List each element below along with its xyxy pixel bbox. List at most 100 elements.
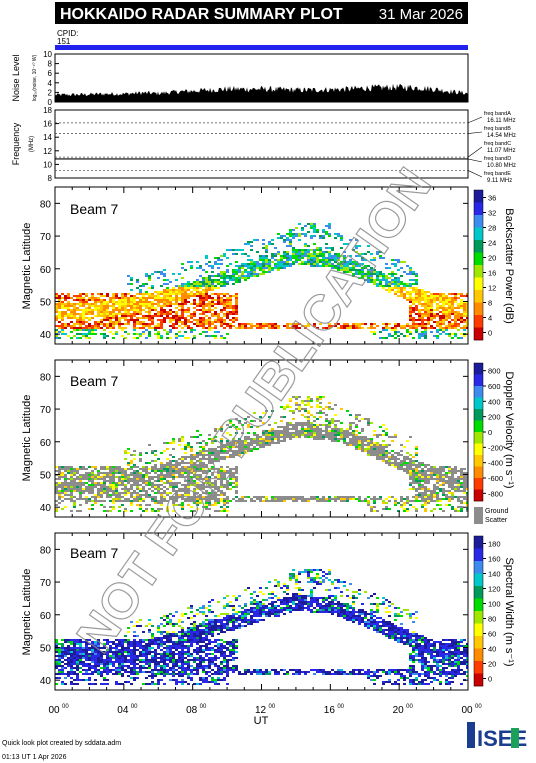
width-pixel	[100, 667, 103, 669]
power-pixel	[355, 245, 358, 247]
velocity-pixel	[337, 498, 340, 500]
power-pixel	[58, 303, 61, 305]
power-pixel	[202, 327, 205, 329]
power-pixel	[421, 335, 424, 337]
velocity-pixel	[169, 460, 172, 462]
power-pixel	[214, 279, 217, 281]
velocity-pixel	[226, 486, 229, 488]
velocity-pixel	[118, 482, 121, 484]
power-pixel	[421, 333, 424, 335]
velocity-pixel	[121, 496, 124, 498]
power-pixel	[166, 291, 169, 293]
power-pixel	[124, 327, 127, 329]
power-pixel	[217, 297, 220, 299]
width-pixel	[100, 659, 103, 661]
velocity-pixel	[220, 494, 223, 496]
velocity-pixel	[322, 498, 325, 500]
velocity-pixel	[424, 482, 427, 484]
velocity-pixel	[352, 432, 355, 434]
velocity-pixel	[58, 476, 61, 478]
velocity-pixel	[79, 484, 82, 486]
power-colorbar-segment	[474, 240, 483, 253]
velocity-pixel	[190, 454, 193, 456]
power-pixel	[226, 293, 229, 295]
velocity-pixel	[379, 496, 382, 498]
power-pixel	[196, 287, 199, 289]
velocity-pixel	[361, 448, 364, 450]
power-pixel	[250, 267, 253, 269]
velocity-pixel	[307, 498, 310, 500]
velocity-pixel	[199, 450, 202, 452]
velocity-pixel	[166, 448, 169, 450]
velocity-pixel	[346, 428, 349, 430]
power-pixel	[160, 335, 163, 337]
power-pixel	[289, 241, 292, 243]
velocity-pixel	[415, 454, 418, 456]
power-pixel	[211, 301, 214, 303]
velocity-pixel	[358, 498, 361, 500]
width-pixel	[94, 655, 97, 657]
velocity-pixel	[178, 482, 181, 484]
velocity-pixel	[121, 504, 124, 506]
power-pixel	[157, 271, 160, 273]
velocity-pixel	[418, 464, 421, 466]
velocity-pixel	[175, 486, 178, 488]
power-pixel	[325, 231, 328, 233]
width-pixel	[112, 641, 115, 643]
width-pixel	[76, 643, 79, 645]
power-pixel	[184, 285, 187, 287]
width-pixel	[73, 659, 76, 661]
power-pixel	[148, 315, 151, 317]
power-pixel	[208, 261, 211, 263]
power-pixel	[409, 327, 412, 329]
velocity-pixel	[379, 456, 382, 458]
power-pixel	[418, 309, 421, 311]
velocity-pixel	[430, 476, 433, 478]
power-pixel	[460, 295, 463, 297]
power-pixel	[127, 323, 130, 325]
power-pixel	[133, 319, 136, 321]
velocity-pixel	[304, 408, 307, 410]
velocity-pixel	[184, 492, 187, 494]
velocity-pixel	[325, 406, 328, 408]
power-pixel	[181, 309, 184, 311]
power-pixel	[76, 313, 79, 315]
velocity-pixel	[187, 444, 190, 446]
velocity-pixel	[406, 458, 409, 460]
velocity-pixel	[328, 496, 331, 498]
velocity-pixel	[418, 474, 421, 476]
velocity-pixel	[97, 496, 100, 498]
power-pixel	[409, 331, 412, 333]
velocity-pixel	[223, 448, 226, 450]
velocity-pixel	[157, 484, 160, 486]
velocity-pixel	[343, 436, 346, 438]
power-pixel	[130, 307, 133, 309]
velocity-pixel	[139, 474, 142, 476]
power-pixel	[262, 247, 265, 249]
power-pixel	[424, 311, 427, 313]
velocity-pixel	[424, 476, 427, 478]
velocity-pixel	[283, 434, 286, 436]
velocity-pixel	[205, 472, 208, 474]
power-pixel	[409, 295, 412, 297]
power-pixel	[166, 315, 169, 317]
velocity-pixel	[217, 428, 220, 430]
velocity-pixel	[160, 484, 163, 486]
power-pixel	[163, 273, 166, 275]
power-pixel	[313, 323, 316, 325]
velocity-pixel	[94, 482, 97, 484]
frequency-frame	[54, 109, 469, 179]
power-pixel	[184, 337, 187, 339]
power-pixel	[367, 251, 370, 253]
power-colorbar-segment	[474, 202, 483, 216]
power-pixel	[235, 279, 238, 281]
power-pixel	[427, 291, 430, 293]
velocity-pixel	[220, 450, 223, 452]
power-pixel	[157, 299, 160, 301]
power-pixel	[73, 309, 76, 311]
power-pixel	[457, 317, 460, 319]
velocity-pixel	[148, 482, 151, 484]
power-pixel	[466, 323, 468, 325]
velocity-pixel	[394, 434, 397, 436]
velocity-pixel	[331, 408, 334, 410]
